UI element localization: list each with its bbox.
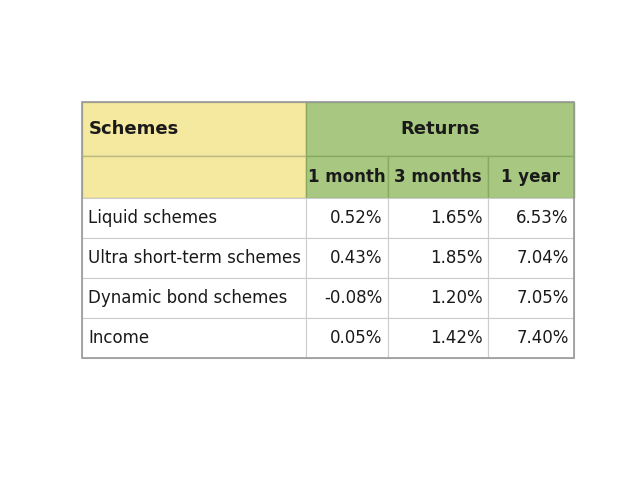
Text: -0.08%: -0.08%: [324, 289, 383, 307]
Text: 7.04%: 7.04%: [516, 249, 568, 267]
FancyBboxPatch shape: [488, 198, 573, 238]
FancyBboxPatch shape: [388, 318, 488, 358]
Text: 1.85%: 1.85%: [431, 249, 483, 267]
FancyBboxPatch shape: [488, 238, 573, 278]
FancyBboxPatch shape: [488, 156, 573, 198]
FancyBboxPatch shape: [388, 198, 488, 238]
Text: Liquid schemes: Liquid schemes: [88, 209, 218, 227]
Text: 0.43%: 0.43%: [330, 249, 383, 267]
FancyBboxPatch shape: [306, 278, 388, 318]
FancyBboxPatch shape: [306, 198, 388, 238]
Text: 7.05%: 7.05%: [516, 289, 568, 307]
Text: Returns: Returns: [400, 120, 479, 138]
FancyBboxPatch shape: [83, 278, 306, 318]
Text: 7.40%: 7.40%: [516, 329, 568, 347]
Text: 0.52%: 0.52%: [330, 209, 383, 227]
Text: 1.65%: 1.65%: [431, 209, 483, 227]
Text: Ultra short-term schemes: Ultra short-term schemes: [88, 249, 301, 267]
FancyBboxPatch shape: [306, 102, 573, 156]
FancyBboxPatch shape: [388, 238, 488, 278]
FancyBboxPatch shape: [488, 318, 573, 358]
Text: 1.20%: 1.20%: [430, 289, 483, 307]
FancyBboxPatch shape: [306, 156, 388, 198]
Text: 3 months: 3 months: [394, 168, 481, 186]
Text: 1 month: 1 month: [308, 168, 385, 186]
FancyBboxPatch shape: [83, 198, 306, 238]
FancyBboxPatch shape: [488, 278, 573, 318]
FancyBboxPatch shape: [83, 318, 306, 358]
Text: 1 year: 1 year: [501, 168, 560, 186]
Text: Income: Income: [88, 329, 150, 347]
Text: Schemes: Schemes: [88, 120, 179, 138]
Text: 6.53%: 6.53%: [516, 209, 568, 227]
FancyBboxPatch shape: [83, 102, 306, 156]
FancyBboxPatch shape: [306, 318, 388, 358]
Text: 0.05%: 0.05%: [330, 329, 383, 347]
FancyBboxPatch shape: [388, 156, 488, 198]
Text: Dynamic bond schemes: Dynamic bond schemes: [88, 289, 288, 307]
FancyBboxPatch shape: [83, 238, 306, 278]
FancyBboxPatch shape: [83, 156, 306, 198]
FancyBboxPatch shape: [388, 278, 488, 318]
Text: 1.42%: 1.42%: [430, 329, 483, 347]
FancyBboxPatch shape: [306, 238, 388, 278]
